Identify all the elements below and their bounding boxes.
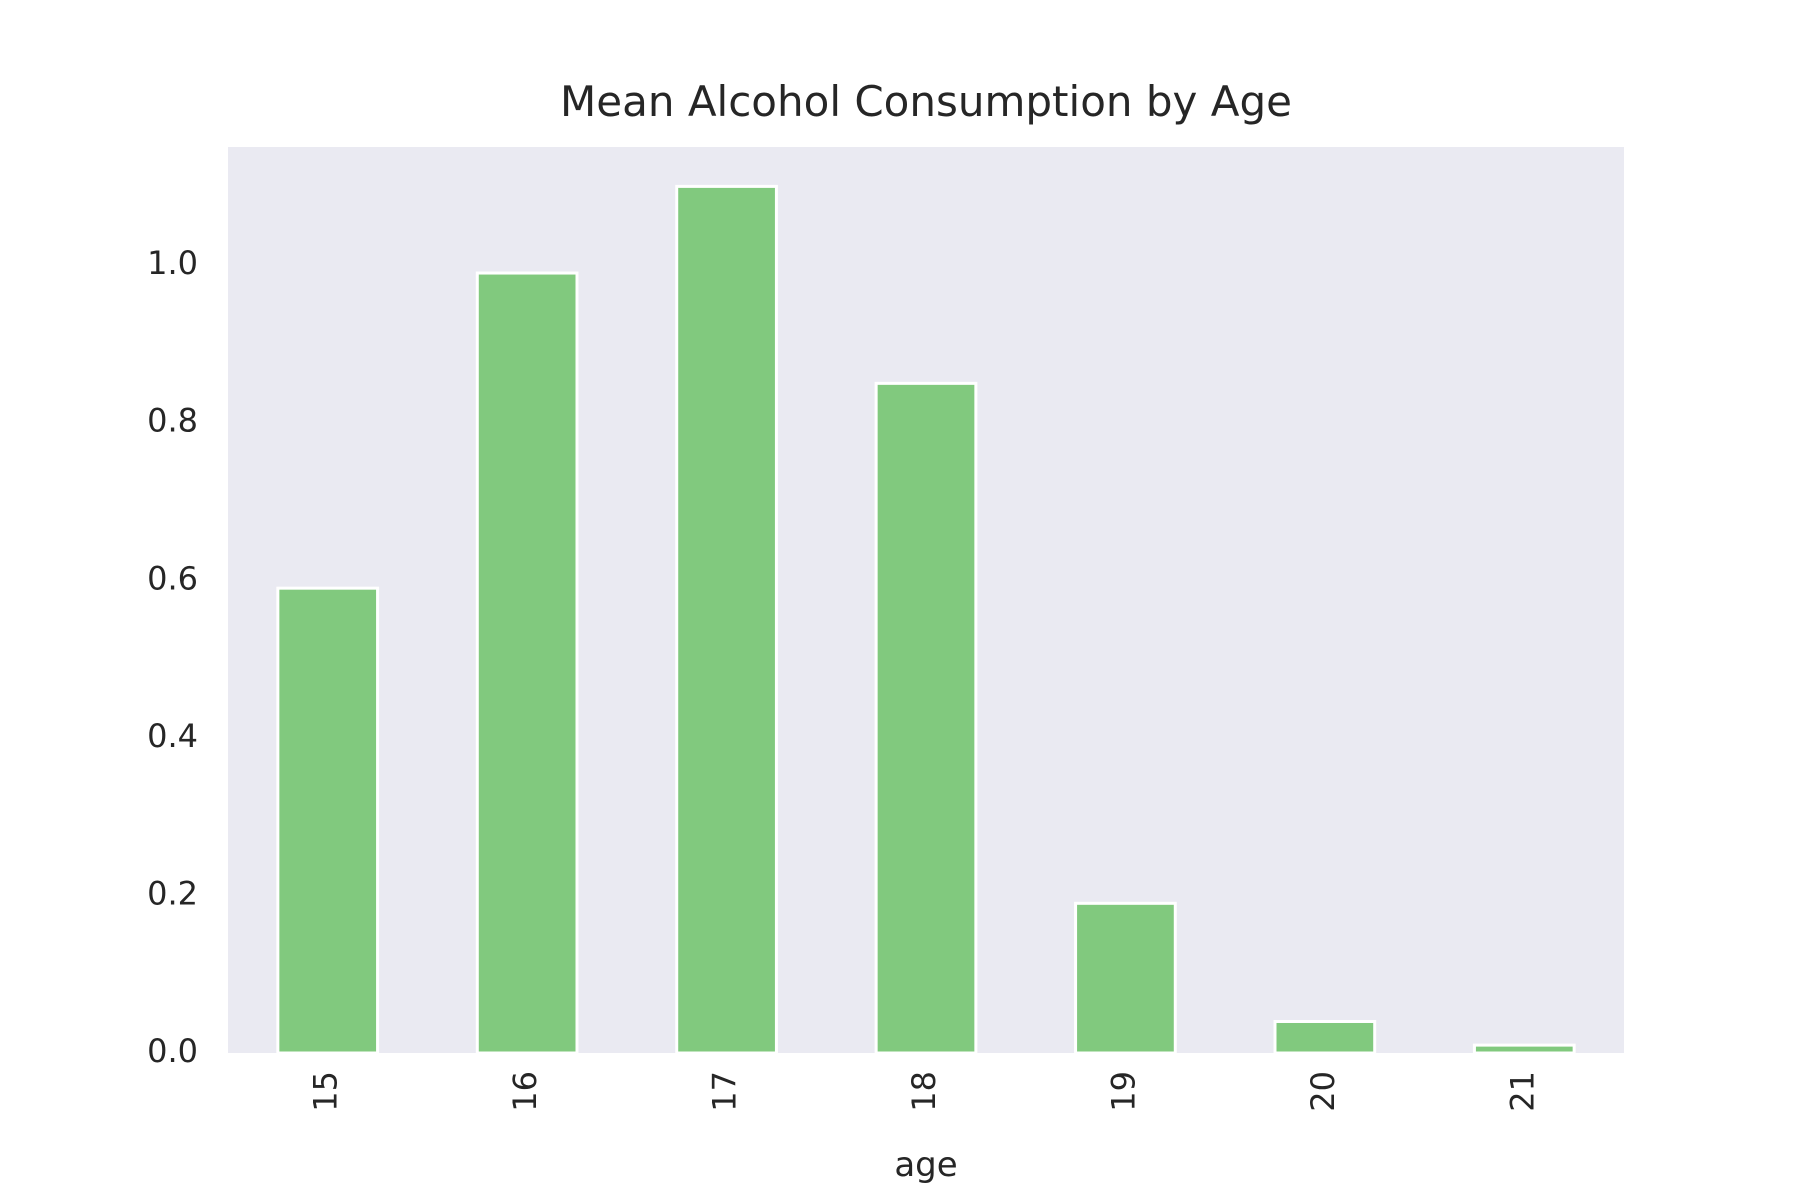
x-axis-ticks: 15 16 17 18 19 20 21 (307, 1071, 1542, 1112)
y-tick-label: 1.0 (147, 244, 198, 282)
bar-age-16 (475, 271, 579, 1055)
y-tick-label: 0.8 (147, 402, 198, 440)
y-tick-label: 0.2 (147, 874, 198, 912)
x-tick-label: 16 (506, 1071, 544, 1112)
bar-age-17 (675, 184, 778, 1055)
y-axis-ticks: 0.0 0.2 0.4 0.6 0.8 1.0 (147, 244, 198, 1070)
bar-age-15 (276, 586, 380, 1055)
bar-age-19 (1074, 901, 1177, 1055)
x-tick-label: 15 (307, 1071, 345, 1112)
y-tick-label: 0.6 (147, 559, 198, 597)
x-tick-label: 18 (905, 1071, 943, 1112)
bars-group (276, 184, 1576, 1055)
x-axis-label: age (894, 1145, 957, 1185)
x-tick-label: 21 (1503, 1071, 1541, 1112)
x-tick-label: 17 (706, 1071, 744, 1112)
y-tick-label: 0.0 (147, 1032, 198, 1070)
x-tick-label: 19 (1104, 1071, 1142, 1112)
y-tick-label: 0.4 (147, 717, 198, 755)
bar-age-18 (874, 381, 978, 1055)
bar-age-20 (1273, 1019, 1377, 1055)
bar-age-21 (1472, 1043, 1576, 1055)
chart-title: Mean Alcohol Consumption by Age (560, 77, 1292, 126)
x-tick-label: 20 (1304, 1071, 1342, 1112)
